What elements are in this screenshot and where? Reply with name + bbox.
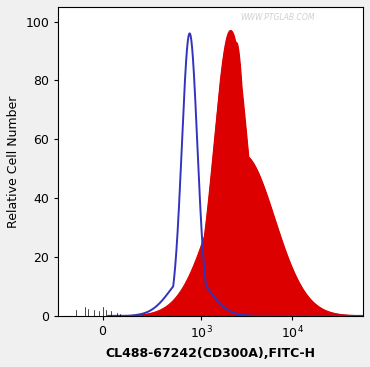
- X-axis label: CL488-67242(CD300A),FITC-H: CL488-67242(CD300A),FITC-H: [106, 347, 316, 360]
- Y-axis label: Relative Cell Number: Relative Cell Number: [7, 95, 20, 228]
- Text: WWW.PTGLAB.COM: WWW.PTGLAB.COM: [240, 13, 315, 22]
